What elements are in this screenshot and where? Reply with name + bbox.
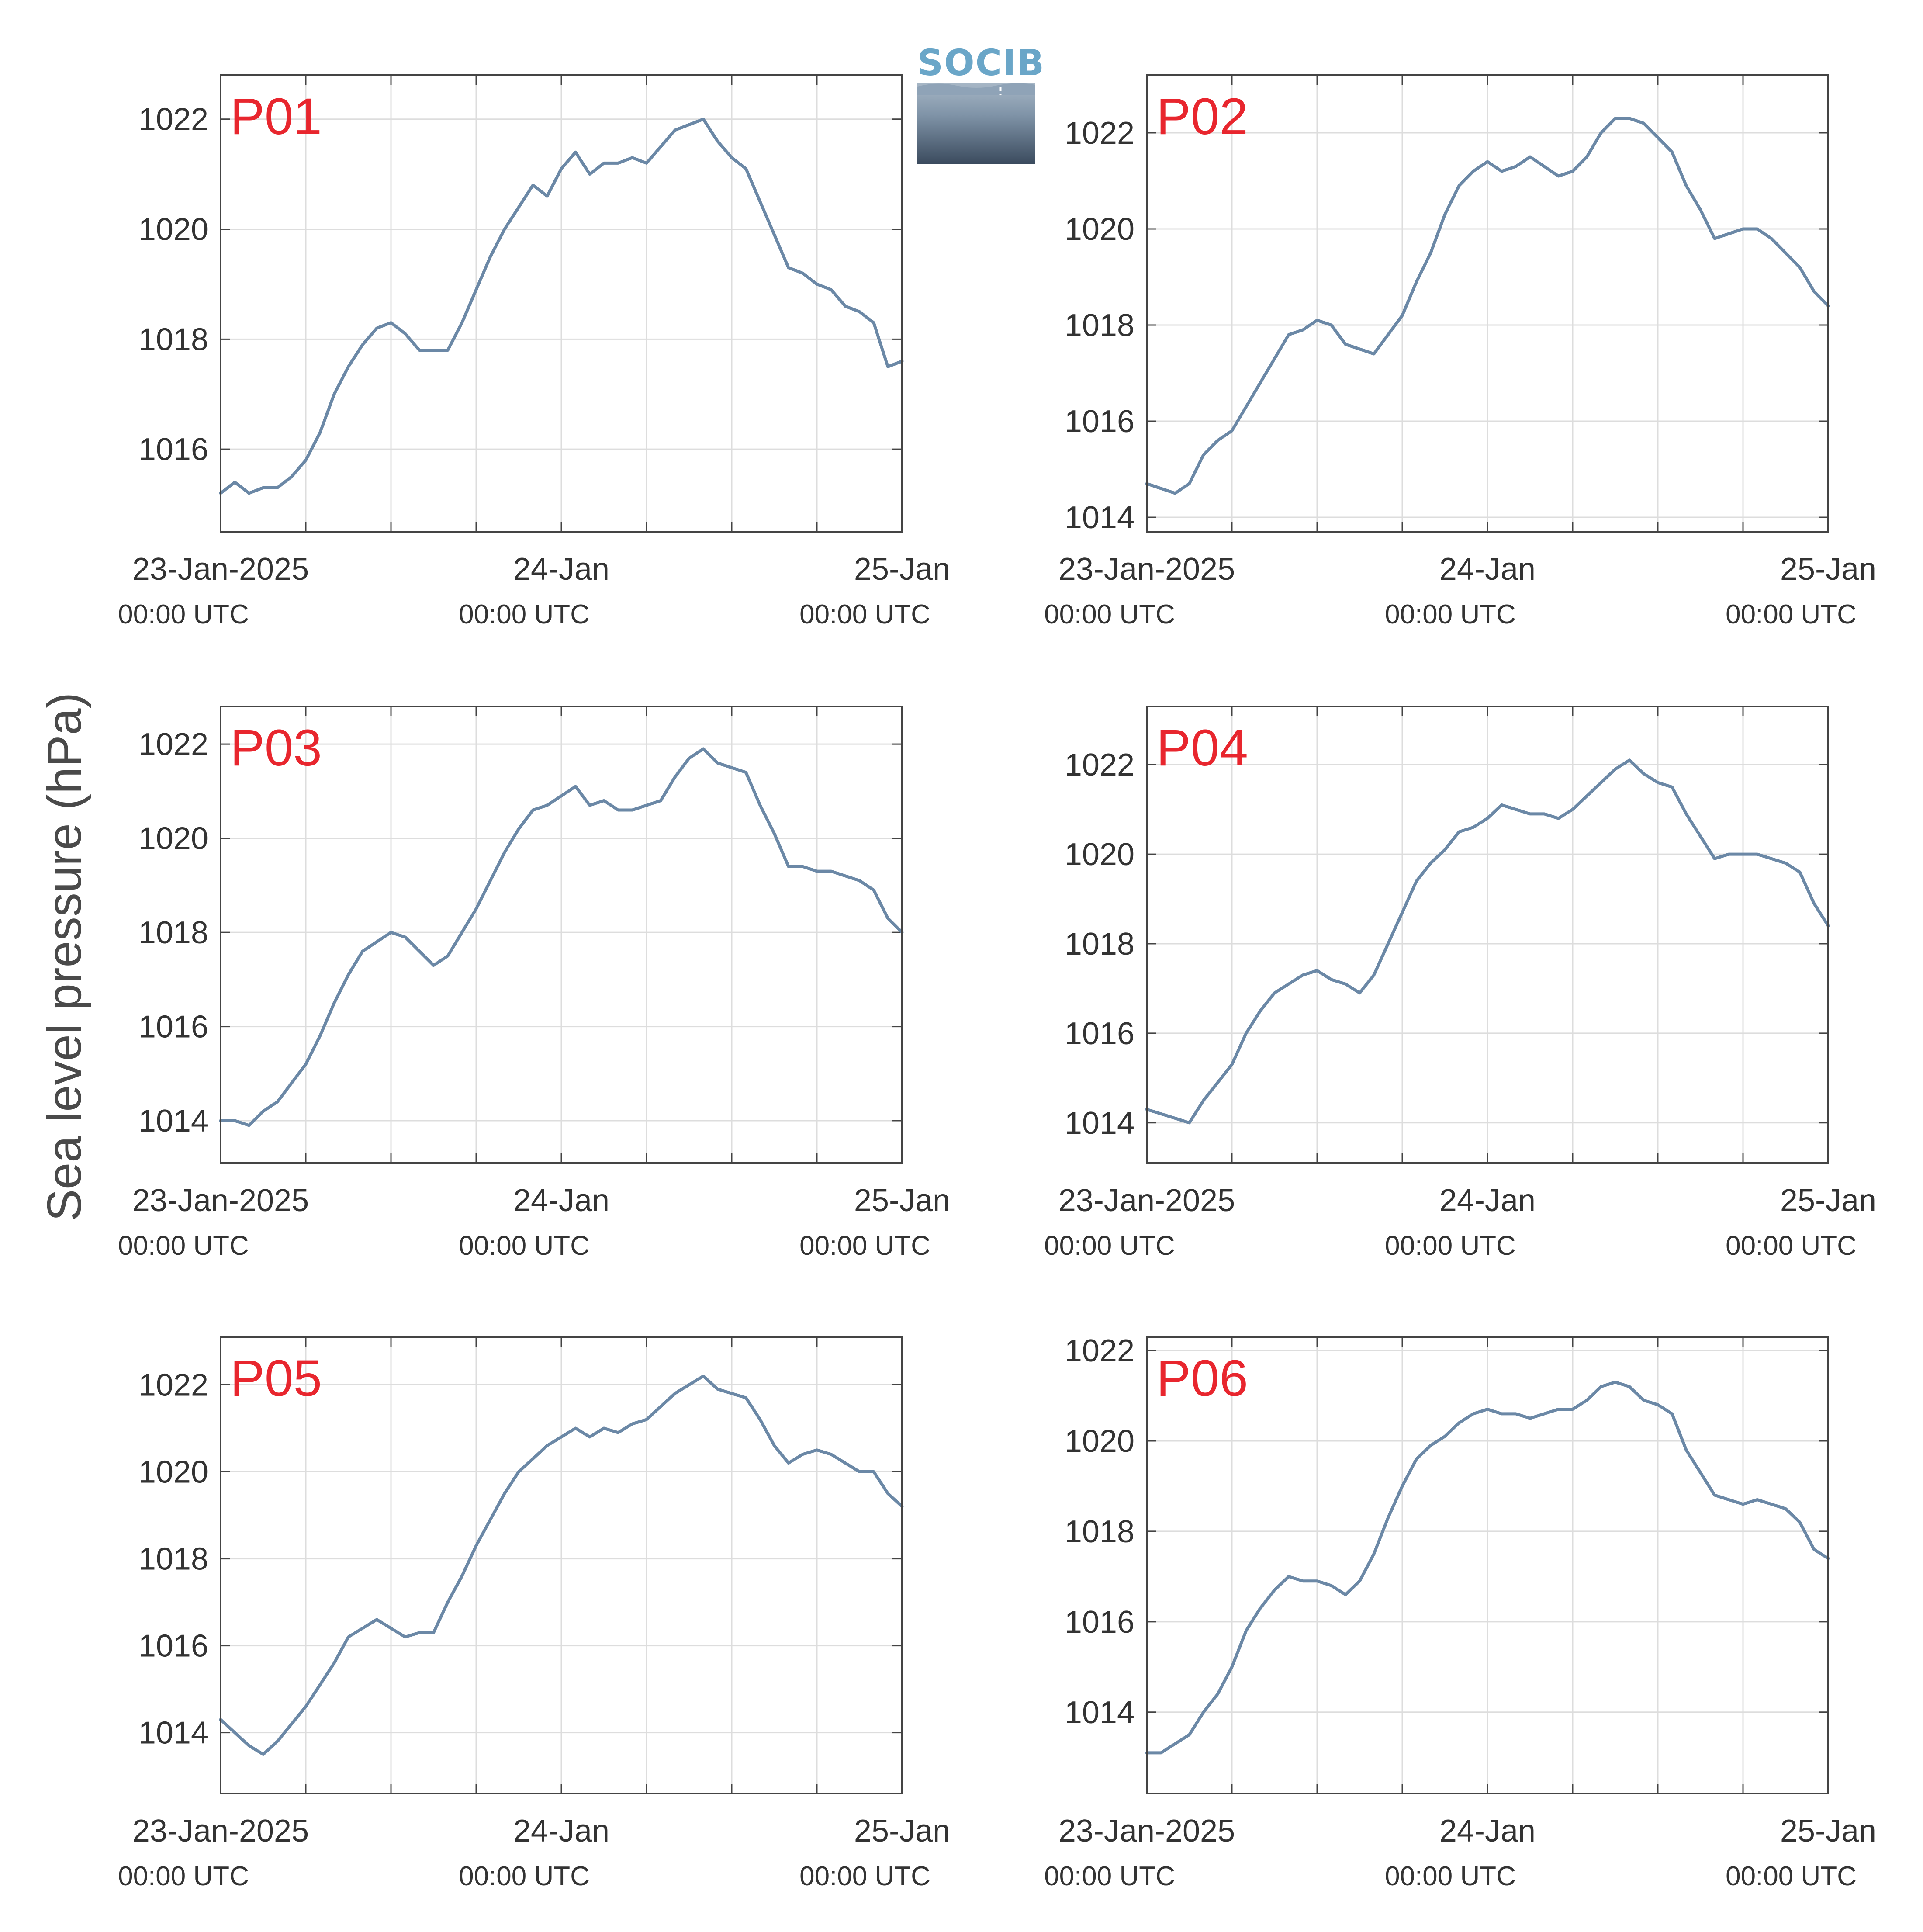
x-tick-label: 25-Jan [854, 1183, 950, 1218]
x-tick-sublabel: 00:00 UTC [459, 1861, 590, 1891]
y-tick-label: 1014 [138, 1104, 208, 1139]
x-tick-sublabel: 00:00 UTC [1726, 1231, 1857, 1261]
y-tick-label: 1020 [1065, 212, 1134, 247]
panel-label: P02 [1156, 88, 1248, 145]
y-tick-label: 1014 [1065, 1106, 1134, 1141]
panel-label: P03 [230, 719, 322, 777]
y-tick-label: 1016 [1065, 1016, 1134, 1051]
y-tick-label: 1016 [138, 432, 208, 467]
y-tick-label: 1022 [1065, 748, 1134, 782]
x-tick-label: 23-Jan-2025 [1058, 552, 1235, 587]
x-tick-label: 25-Jan [1780, 1814, 1876, 1849]
axes-frame [1146, 706, 1829, 1164]
panel-p05: 1014 1016 1018 1020 1022 P05 23-Jan-2025 00:00 … [118, 1336, 950, 1891]
x-tick-label: 23-Jan-2025 [1058, 1183, 1235, 1218]
y-tick-label: 1022 [1065, 116, 1134, 151]
axes-frame [1146, 1336, 1829, 1794]
y-tick-label: 1018 [1065, 927, 1134, 962]
x-tick-sublabel: 00:00 UTC [1726, 599, 1857, 630]
panel-p03: 1014 1016 1018 1020 1022 P03 23-Jan-2025 00:00 … [118, 706, 950, 1261]
x-tick-sublabel: 00:00 UTC [1044, 1861, 1175, 1891]
y-tick-label: 1022 [1065, 1333, 1134, 1368]
series-line [1145, 117, 1830, 495]
x-tick-sublabel: 00:00 UTC [1385, 599, 1516, 630]
panel-label: P06 [1156, 1350, 1248, 1407]
x-tick-label: 24-Jan [513, 1814, 609, 1849]
series-line [1145, 758, 1830, 1125]
panel-label: P05 [230, 1350, 322, 1407]
x-tick-sublabel: 00:00 UTC [1385, 1861, 1516, 1891]
y-tick-label: 1016 [138, 1629, 208, 1664]
series-line [219, 747, 904, 1127]
y-tick-label: 1016 [1065, 404, 1134, 439]
axes-frame [220, 1336, 903, 1794]
y-tick-label: 1020 [138, 212, 208, 247]
series-line [219, 118, 904, 495]
x-tick-label: 23-Jan-2025 [132, 552, 309, 587]
x-tick-sublabel: 00:00 UTC [1385, 1231, 1516, 1261]
axes-frame [220, 74, 903, 533]
series-line [1145, 1381, 1830, 1755]
x-tick-label: 25-Jan [854, 552, 950, 587]
x-tick-label: 24-Jan [1439, 552, 1536, 587]
x-tick-sublabel: 00:00 UTC [1044, 599, 1175, 630]
x-tick-sublabel: 00:00 UTC [799, 1231, 930, 1261]
y-tick-label: 1018 [1065, 1514, 1134, 1549]
logo-text: SOCIB [917, 42, 1045, 84]
x-tick-sublabel: 00:00 UTC [1044, 1231, 1175, 1261]
logo-wave-icon [917, 83, 1035, 95]
y-tick-label: 1020 [1065, 1424, 1134, 1459]
axes-frame [1146, 74, 1829, 533]
y-axis-label: Sea level pressure (hPa) [38, 692, 91, 1222]
x-tick-label: 24-Jan [1439, 1183, 1536, 1218]
x-tick-sublabel: 00:00 UTC [459, 599, 590, 630]
x-tick-label: 25-Jan [1780, 552, 1876, 587]
x-tick-sublabel: 00:00 UTC [118, 599, 249, 630]
y-tick-label: 1020 [1065, 837, 1134, 872]
x-tick-label: 24-Jan [1439, 1814, 1536, 1849]
x-tick-sublabel: 00:00 UTC [118, 1861, 249, 1891]
x-tick-label: 23-Jan-2025 [132, 1814, 309, 1849]
y-tick-label: 1014 [1065, 1695, 1134, 1730]
panel-label: P01 [230, 88, 322, 145]
x-tick-sublabel: 00:00 UTC [799, 599, 930, 630]
y-tick-label: 1022 [138, 102, 208, 137]
y-tick-label: 1020 [138, 1455, 208, 1490]
panel-p01: 1016 1018 1020 1022 P01 23-Jan-2025 00:00 UTC 2… [118, 74, 950, 630]
panel-p04: 1014 1016 1018 1020 1022 P04 23-Jan-2025 00:00 … [1044, 706, 1876, 1261]
y-tick-label: 1014 [138, 1716, 208, 1751]
x-tick-label: 23-Jan-2025 [1058, 1814, 1235, 1849]
x-tick-label: 23-Jan-2025 [132, 1183, 309, 1218]
socib-logo: SOCIB [917, 42, 1045, 166]
x-tick-label: 24-Jan [513, 552, 609, 587]
logo-box [917, 83, 1035, 164]
x-tick-sublabel: 00:00 UTC [118, 1231, 249, 1261]
panel-p02: 1014 1016 1018 1020 1022 P02 23-Jan-2025 00:00 … [1044, 74, 1876, 630]
y-tick-label: 1018 [138, 322, 208, 357]
y-tick-label: 1018 [1065, 308, 1134, 343]
y-tick-label: 1022 [138, 1368, 208, 1402]
y-tick-label: 1016 [1065, 1605, 1134, 1640]
panels-group: 1016 1018 1020 1022 P01 23-Jan-2025 00:00 UTC 2… [118, 74, 1876, 1891]
y-tick-label: 1014 [1065, 500, 1134, 535]
x-tick-label: 25-Jan [854, 1814, 950, 1849]
axes-frame [220, 706, 903, 1164]
y-tick-label: 1018 [138, 1542, 208, 1577]
x-tick-sublabel: 00:00 UTC [459, 1231, 590, 1261]
y-tick-label: 1018 [138, 915, 208, 950]
y-tick-label: 1016 [138, 1010, 208, 1045]
x-tick-sublabel: 00:00 UTC [1726, 1861, 1857, 1891]
x-tick-label: 24-Jan [513, 1183, 609, 1218]
panel-p06: 1014 1016 1018 1020 1022 P06 23-Jan-2025 00:00 … [1044, 1333, 1876, 1891]
y-tick-label: 1020 [138, 821, 208, 856]
series-line [219, 1375, 904, 1756]
x-tick-label: 25-Jan [1780, 1183, 1876, 1218]
panel-label: P04 [1156, 719, 1248, 777]
x-tick-sublabel: 00:00 UTC [799, 1861, 930, 1891]
y-tick-label: 1022 [138, 727, 208, 762]
